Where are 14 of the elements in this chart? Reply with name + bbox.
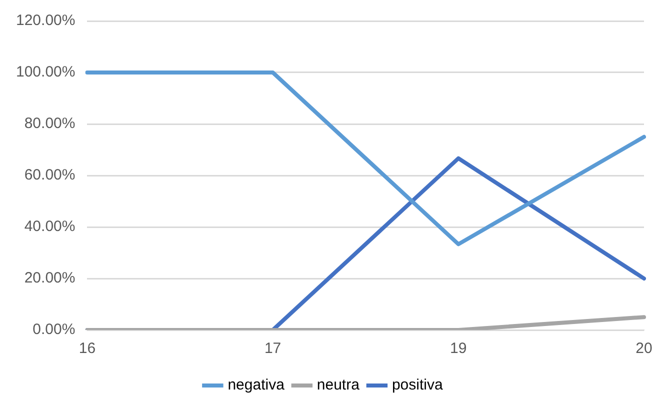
legend-label: positiva — [392, 376, 444, 394]
y-tick-label: 80.00% — [24, 115, 76, 132]
y-tick-label: 0.00% — [32, 321, 76, 338]
y-tick-label: 20.00% — [24, 270, 76, 287]
legend-label: negativa — [228, 376, 286, 394]
x-tick-label: 16 — [78, 340, 96, 358]
y-tick-label: 40.00% — [24, 218, 76, 236]
y-tick-label: 120.00% — [16, 12, 76, 30]
x-tick-label: 19 — [450, 340, 467, 358]
y-tick-label: 100.00% — [16, 64, 76, 81]
x-tick-label: 20 — [636, 340, 652, 358]
x-tick-label: 17 — [264, 340, 282, 358]
y-tick-label: 60.00% — [24, 166, 76, 184]
legend-label: neutra — [316, 376, 360, 394]
